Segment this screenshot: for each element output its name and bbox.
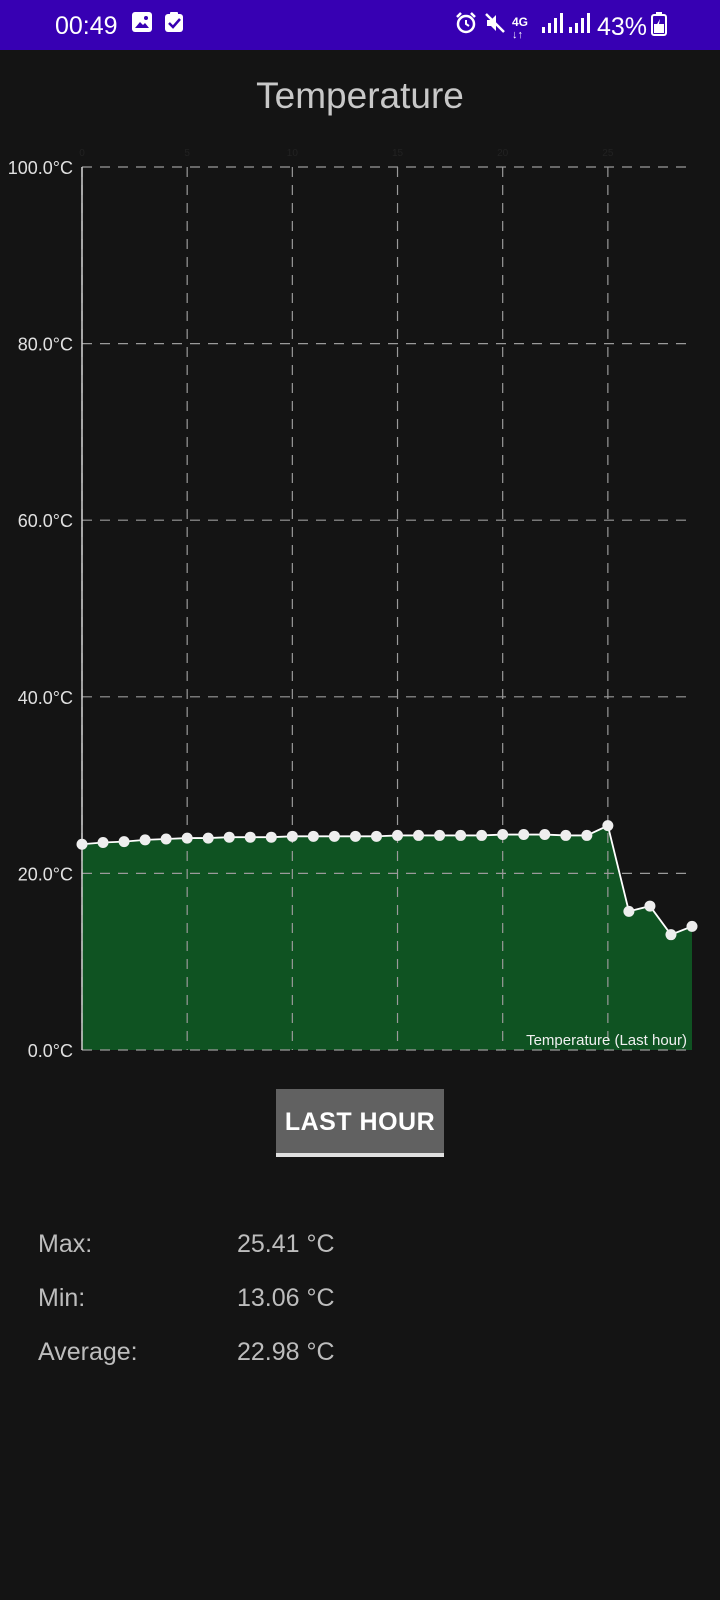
data-point [623, 905, 635, 917]
page-title: Temperature [256, 75, 464, 116]
last-hour-button[interactable]: LAST HOUR [276, 1089, 444, 1156]
status-time: 00:49 [55, 12, 118, 40]
signal-icon [541, 11, 567, 37]
4g-icon: 4G ↓↑ [512, 15, 529, 41]
data-point [392, 829, 404, 841]
x-tick-label: 5 [184, 148, 190, 159]
stat-label: Average: [38, 1338, 138, 1366]
data-point [160, 833, 172, 845]
y-tick-label: 100.0°C [8, 158, 73, 178]
button-underline [276, 1153, 444, 1157]
y-tick-label: 0.0°C [28, 1041, 73, 1060]
temperature-chart: 0.0°C 20.0°C 40.0°C 60.0°C 80.0°C 100.0°C 0 5 10… [8, 148, 698, 1060]
data-point [497, 829, 509, 841]
legend-label: Temperature (Last hour) [526, 1032, 687, 1049]
stat-label: Max: [38, 1230, 93, 1258]
data-point [518, 829, 530, 841]
data-point [413, 829, 425, 841]
y-tick-label: 80.0°C [18, 335, 73, 355]
data-point [370, 830, 382, 842]
stat-value: 13.06 °C [237, 1284, 335, 1312]
x-tick-label: 0 [79, 148, 85, 159]
data-point [644, 900, 656, 912]
data-point [349, 830, 361, 842]
x-tick-label: 25 [602, 148, 614, 159]
battery-percentage: 43% [597, 13, 648, 41]
gallery-icon [131, 11, 157, 37]
data-point [476, 829, 488, 841]
data-point [223, 831, 235, 843]
network-label: 4G [512, 15, 529, 29]
data-point [686, 920, 698, 932]
alarm-icon [454, 11, 480, 37]
y-tick-label: 60.0°C [18, 511, 73, 531]
x-tick-label: 10 [287, 148, 299, 159]
data-point [307, 830, 319, 842]
data-point [581, 829, 593, 841]
y-tick-label: 20.0°C [18, 864, 73, 884]
series-area [82, 825, 692, 1050]
data-point [265, 831, 277, 843]
data-point [76, 838, 88, 850]
data-point [434, 829, 446, 841]
data-point [286, 830, 298, 842]
data-point [181, 832, 193, 844]
data-point [665, 929, 677, 941]
data-point [139, 834, 151, 846]
signal-icon [568, 11, 594, 37]
status-bar: 00:49 4G ↓↑ 43% [0, 0, 720, 50]
data-point [118, 836, 130, 848]
data-point [539, 829, 551, 841]
data-point [244, 831, 256, 843]
mute-icon [483, 11, 509, 37]
battery-icon [650, 11, 676, 37]
stat-value: 22.98 °C [237, 1338, 335, 1366]
checkbox-icon [163, 11, 189, 37]
x-tick-label: 15 [392, 148, 404, 159]
y-tick-label: 40.0°C [18, 688, 73, 708]
data-point [455, 829, 467, 841]
stat-value: 25.41 °C [237, 1230, 335, 1258]
data-point [560, 829, 572, 841]
data-point [97, 836, 109, 848]
data-point [602, 820, 614, 832]
x-tick-label: 20 [497, 148, 509, 159]
data-point [202, 832, 214, 844]
stat-label: Min: [38, 1284, 86, 1312]
data-point [328, 830, 340, 842]
